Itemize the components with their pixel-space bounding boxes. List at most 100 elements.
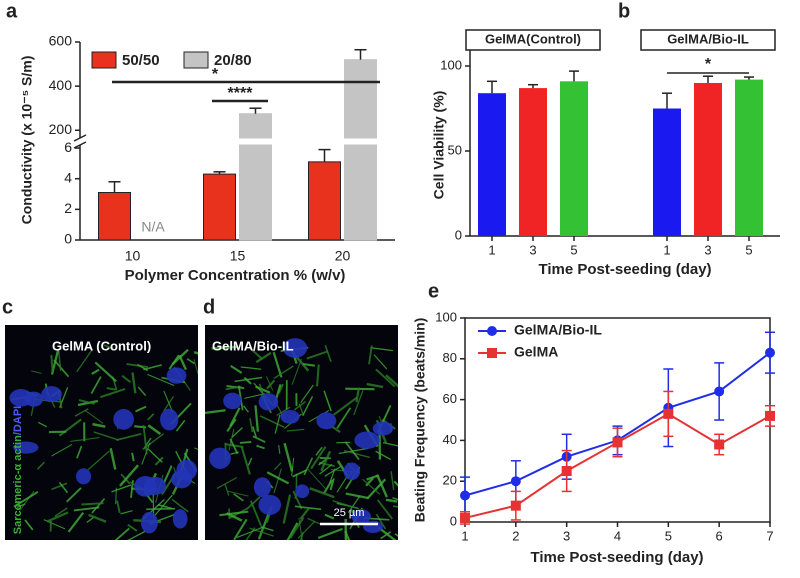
x-tick-label: 1 [461, 528, 468, 543]
nucleus [258, 393, 279, 411]
actin-fiber [316, 364, 320, 387]
x-axis-label: Time Post-seeding (day) [530, 549, 703, 566]
bar [98, 192, 131, 241]
actin-fiber [291, 358, 302, 385]
nucleus [351, 509, 371, 524]
actin-fiber [91, 498, 106, 514]
y-tick-label: 80 [443, 350, 457, 365]
actin-fiber [229, 407, 241, 427]
nucleus [372, 421, 394, 436]
actin-fiber [127, 530, 146, 540]
y-tick-label: 0 [450, 513, 457, 528]
actin-fiber [233, 493, 244, 502]
actin-fiber [162, 465, 173, 484]
bar [735, 79, 763, 236]
actin-fiber [94, 361, 118, 383]
actin-fiber [91, 368, 100, 375]
actin-fiber [147, 373, 175, 386]
actin-fiber [73, 506, 100, 512]
bar [203, 173, 236, 241]
actin-fiber [147, 448, 163, 463]
actin-fiber [229, 438, 239, 455]
legend-swatch [183, 51, 209, 69]
actin-fiber [274, 414, 281, 434]
actin-fiber [266, 376, 274, 391]
actin-fiber [51, 444, 73, 457]
annotation: **** [228, 85, 254, 102]
x-tick-label: 20 [335, 248, 351, 264]
actin-fiber [353, 390, 364, 416]
actin-fiber [131, 372, 137, 394]
group-box [640, 29, 776, 51]
actin-fiber [300, 384, 314, 404]
actin-fiber [345, 387, 375, 391]
scale-label: 25 µm [334, 507, 365, 519]
panel-letter: c [2, 296, 13, 318]
bar [344, 59, 377, 139]
actin-fiber [266, 471, 290, 485]
y-tick-label: 600 [49, 33, 73, 49]
marker [765, 347, 775, 358]
actin-fiber [291, 457, 295, 477]
actin-fiber [344, 441, 360, 461]
actin-fiber [362, 478, 381, 495]
actin-fiber [249, 418, 254, 433]
y-tick-label: 2 [64, 200, 72, 216]
actin-fiber [293, 400, 307, 411]
actin-fiber [103, 344, 114, 350]
actin-fiber [247, 457, 253, 466]
annotation: N/A [141, 219, 165, 235]
actin-fiber [377, 526, 397, 540]
nucleus [172, 509, 188, 529]
actin-fiber [16, 503, 26, 509]
actin-fiber [310, 446, 327, 470]
actin-fiber [309, 487, 335, 499]
nucleus [258, 494, 282, 515]
actin-fiber [244, 393, 265, 399]
nucleus [166, 367, 187, 384]
y-tick-label: 0 [64, 231, 72, 247]
nucleus [76, 468, 92, 485]
actin-fiber [315, 446, 323, 456]
marker [663, 408, 674, 419]
x-tick-label: 3 [529, 242, 536, 257]
x-tick-label: 1 [663, 242, 670, 257]
actin-fiber [24, 519, 34, 531]
y-tick-label: 0 [455, 227, 462, 242]
actin-fiber [252, 426, 257, 438]
actin-fiber [324, 345, 332, 363]
bar [478, 93, 506, 236]
micrograph-c [5, 325, 198, 540]
actin-fiber [136, 363, 149, 372]
actin-fiber [343, 450, 371, 459]
actin-fiber [76, 445, 83, 459]
actin-fiber [375, 450, 392, 461]
group-label: GelMA/Bio-IL [667, 31, 749, 46]
x-tick-label: 3 [563, 528, 570, 543]
panel-letter: b [618, 0, 630, 22]
actin-fiber [76, 348, 94, 373]
actin-fiber [330, 425, 341, 434]
y-axis-label: Conductivity (x 10⁻⁵ S/m) [19, 56, 35, 225]
actin-fiber [70, 436, 100, 443]
actin-fiber [186, 358, 196, 365]
actin-fiber [127, 523, 138, 532]
actin-fiber [116, 500, 121, 514]
actin-fiber [392, 497, 398, 501]
actin-fiber [255, 351, 272, 364]
actin-fiber [329, 478, 335, 491]
actin-fiber [246, 496, 261, 510]
stain-actin: Sarcomeric-α actin [12, 435, 24, 534]
actin-fiber [375, 368, 396, 388]
x-tick-label: 10 [125, 248, 141, 264]
actin-fiber [251, 349, 263, 360]
nucleus [160, 408, 179, 431]
marker [510, 476, 521, 487]
bar [519, 88, 547, 236]
actin-fiber [57, 350, 62, 371]
bar [344, 144, 377, 241]
actin-fiber [345, 492, 369, 500]
x-tick-label: 5 [745, 242, 752, 257]
actin-fiber [240, 446, 251, 475]
actin-fiber [376, 474, 388, 498]
